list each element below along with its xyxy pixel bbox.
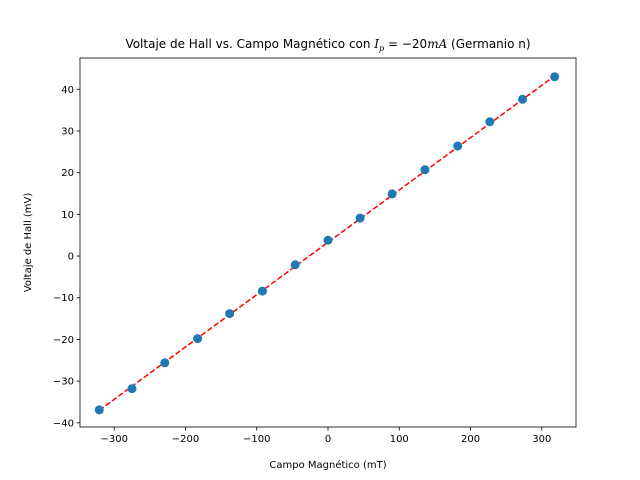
x-tick-label: 300	[532, 434, 551, 445]
y-tick-label: −20	[53, 335, 74, 346]
data-point	[550, 72, 560, 82]
chart-title-unit: mA	[427, 37, 447, 51]
data-point	[518, 94, 528, 104]
x-tick-label: 100	[390, 434, 409, 445]
x-tick-label: −200	[172, 434, 199, 445]
data-point	[387, 189, 397, 199]
fit-line	[98, 75, 556, 411]
chart-title-subscript: p	[379, 44, 384, 53]
data-point	[453, 141, 463, 151]
data-point	[323, 235, 333, 245]
data-point	[94, 405, 104, 415]
data-point	[160, 358, 170, 368]
y-axis-ticks: −40 −30 −20 −10 0 10 20 30 40	[53, 85, 80, 429]
y-tick-label: −30	[53, 377, 74, 388]
x-tick-label: 200	[461, 434, 480, 445]
x-tick-label: −300	[100, 434, 127, 445]
chart-title-variable: I	[373, 37, 379, 51]
y-tick-label: 40	[61, 85, 74, 96]
data-point	[193, 334, 203, 344]
chart-title-equals: = −20	[384, 37, 427, 51]
data-point	[225, 309, 235, 319]
chart-title-suffix: (Germanio n)	[447, 37, 530, 51]
plot-area	[94, 72, 560, 415]
y-tick-label: −40	[53, 418, 74, 429]
x-axis-ticks: −300 −200 −100 0 100 200 300	[100, 427, 551, 445]
data-point	[485, 117, 495, 127]
y-tick-label: 20	[61, 168, 74, 179]
y-tick-label: −10	[53, 293, 74, 304]
data-point	[127, 384, 137, 394]
x-tick-label: 0	[325, 434, 331, 445]
chart-title-prefix: Voltaje de Hall vs. Campo Magnético con	[125, 37, 374, 51]
y-tick-label: 30	[61, 126, 74, 137]
data-point	[257, 286, 267, 296]
data-point	[355, 213, 365, 223]
y-tick-label: 10	[61, 210, 74, 221]
x-tick-label: −100	[243, 434, 270, 445]
axes-frame	[79, 57, 577, 428]
data-point	[290, 260, 300, 270]
y-axis-title: Voltaje de Hall (mV)	[23, 193, 34, 293]
data-point	[420, 165, 430, 175]
y-tick-label: 0	[68, 252, 74, 263]
chart-title: Voltaje de Hall vs. Campo Magnético con …	[125, 37, 530, 53]
x-axis-title: Campo Magnético (mT)	[269, 459, 386, 471]
